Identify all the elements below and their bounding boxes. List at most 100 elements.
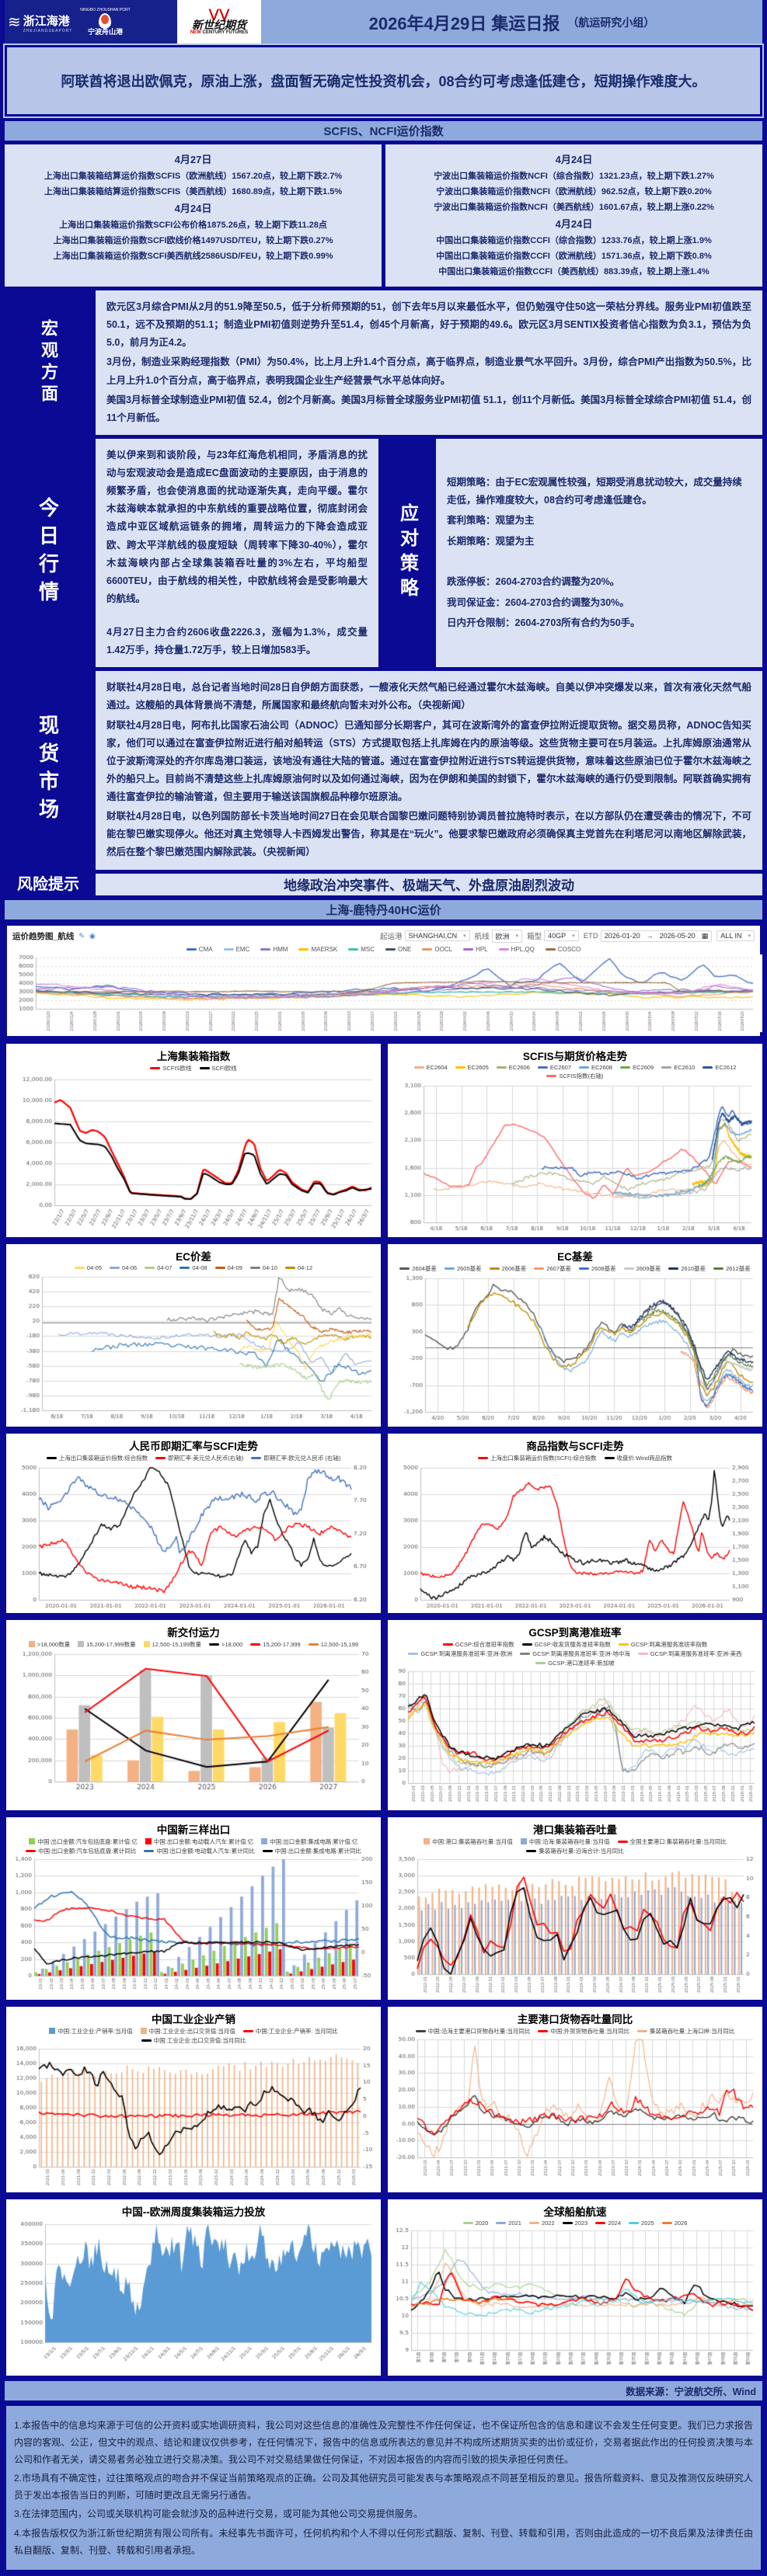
new-century-futures-logo: ⋁⋁ 新世纪期货 NEW NEW CENTURY FUTURESCENTURY … [177,0,261,45]
legend-item: 2025 [629,2220,654,2227]
headline-banner: 阿联酋将退出欧佩克，原油上涨，盘面暂无确定性投资机会，08合约可考虑逢低建仓，短… [3,43,764,118]
box-type-select[interactable]: 40GP ▾ [544,930,579,941]
legend-item: 上海出口集装箱运价指数:综合指数 [46,1454,148,1462]
legend-item: 中国:工业企业:产销率: 当月同比 [242,2027,338,2035]
chart-panel-ec-spread: EC价差 04-05 04-06 04-07 04-08 04-09 04-10 04-12 [5,1242,382,1428]
legend-item: 中国:出口金额:电动载人汽车:累计值:亿 [145,1837,253,1846]
legend-swatch [579,1267,589,1270]
etd-range-picker[interactable]: 2026-01-20 → 2026-05-20 ▦ [600,930,713,942]
legend-item: EC2607 [537,1064,571,1071]
legend-swatch [408,1652,419,1655]
zhejiang-seaport-label: 浙江海港 [23,14,70,28]
edit-icon[interactable]: ✎ [78,931,85,940]
chevron-down-icon: ▾ [463,933,466,939]
route-select[interactable]: 欧洲 ▾ [491,929,523,943]
legend-item: 中国:沿海主要港口货物吞吐量:当月同比 [415,2027,530,2035]
index-date: 4月27日 [174,154,212,165]
index-line: 上海出口集装箱结算运价指数SCFIS（欧洲航线）1567.20点，较上期下跌2.… [44,172,343,181]
legend-swatch [661,1066,672,1069]
legend-swatch [623,1267,634,1270]
legend-item: 2606基差 [489,1264,526,1273]
risk-box: 地缘政治冲突事件、极端天气、外盘原油剧烈波动 [96,873,762,895]
disclaimer-paragraph: 3.在法律范围内，公司或关联机构可能会就涉及的品种进行交易，或可能为其他公司交易… [14,2508,424,2520]
index-date: 4月24日 [555,218,593,230]
legend-item: CMA [186,946,213,953]
legend-item: 全国主要港口:集装箱吞吐量:当月同比 [617,1837,727,1846]
legend-swatch [155,1456,166,1459]
legend-swatch [629,2221,640,2224]
legend-swatch [546,1074,557,1077]
legend-item: 中国:港口:集装箱吞吐量:当月值 [424,1837,513,1846]
chart-title: 商品指数与SCFI走势 [526,1440,624,1452]
new-capacity-chart [8,1649,379,1794]
new-three-chart [8,1855,379,1999]
legend-swatch [150,1066,161,1069]
legend-swatch [29,1838,36,1844]
chart-title: 港口集装箱吞吐量 [533,1823,617,1836]
chart-panel-vessel-speed: 全球船舶航速 2020 2021 2022 2023 2024 2025 2026 [386,2197,764,2377]
legend-swatch [526,1849,537,1852]
strategy-line: 短期策略：由于EC宏观属性较强，短期受消息扰动较大，成交量持续走低，操作难度较大… [447,477,742,506]
legend-swatch [537,1066,548,1069]
disclaimer-paragraph: 1.本报告中的信息均来源于可信的公开资料或实地调研资料，我公司对这些信息的准确性… [14,2419,753,2465]
legend-item: EC2609 [620,1064,654,1071]
legend-item: 收盘价:Wind商品指数 [604,1454,672,1462]
legend-item: 中国:出口金额:电动载人汽车:累计同比 [144,1847,255,1855]
port-logos: ≋ 浙江海港 ZHEJIANGSEAPORT NINGBO ZHOUSHAN P… [5,0,177,45]
rmb-scfi-chart [8,1462,379,1612]
chart-panel-major-ports: 主要港口货物吞吐量同比中国:沿海主要港口货物吞吐量:当月同比 中国:外贸货物吞吐量… [386,2004,764,2194]
legend-item: 中国:外贸货物吞吐量:当月同比 [538,2027,629,2035]
header: ≋ 浙江海港 ZHEJIANGSEAPORT NINGBO ZHOUSHAN P… [5,0,762,45]
box-type-label: 箱型 [527,933,542,941]
allin-select[interactable]: ALL IN ▾ [716,930,755,941]
index-date: 4月24日 [555,154,593,165]
chart-panel-industrial: 中国工业企业产销 中国:工业企业:产销率:当月值 中国:工业企业:出口交货值:当月值… [5,2004,382,2194]
legend-swatch [620,1066,631,1069]
disclaimer-paragraph: 4.本报告版权仅为浙江新世纪期货有限公司所有。未经事先书面许可，任何机构和个人不… [14,2527,753,2556]
legend-item: 2605基差 [444,1264,482,1273]
legend-swatch [637,1652,648,1655]
legend-item: GCSP:到离港服务准班率指数 [618,1640,707,1649]
legend-item: 集装箱吞吐量:沿海合计:当月同比 [526,1847,624,1855]
legend-swatch [637,2029,648,2032]
index-line: 中国出口集装箱运价指数CCFI（综合指数）1233.76点，较上期上涨1.9% [436,236,712,245]
freight-section-header: 上海-鹿特丹40HC运价 [5,899,762,920]
disclaimer-paragraph: 2.市场具有不确定性，过往策略观点的吻合并不保证当前策略观点的正确。公司及其他研… [14,2473,753,2501]
legend-swatch [223,947,234,951]
charts-grid: 上海集装箱指数 SCFIS欧线 SCFI欧线 SCFIS与期货价格走势 EC2604 EC… [5,1041,764,2377]
chart-title: GCSP到离港准班率 [528,1626,622,1639]
index-date: 4月24日 [174,203,212,214]
chart-title: 中国新三样出口 [156,1823,231,1836]
chart-panel-commodity-scfi: 商品指数与SCFI走势上海出口集装箱运价指数(SCFI):综合指数 收盘价:Win… [386,1431,764,1615]
chart-legend: 04-05 04-06 04-07 04-08 04-09 04-10 04-12 [74,1264,312,1271]
legend-item: GCSP:港口准班率:新加坡 [535,1659,615,1667]
limit-line: 跌涨停板：2604-2703合约调整为20%。 [447,576,620,588]
legend-item: ONE [385,946,411,953]
legend-item: 中国:工业企业:产销率:当月值 [49,2027,133,2035]
spot-text: 财联社4月28日电，总台记者当地时间28日自伊朗方面获悉，一艘液化天然气船已经通… [96,671,762,870]
legend-swatch [140,2028,147,2034]
eye-icon[interactable]: ◉ [89,931,96,940]
shanghai-index-chart [8,1072,379,1233]
chart-title: 主要港口货物吞吐量同比 [517,2013,633,2025]
legend-item: 2609基差 [623,1264,661,1273]
legend-item: 上海出口集装箱运价指数(SCFI):综合指数 [477,1454,597,1462]
chart-panel-weekly-capacity: 中国--欧洲周度集装箱运力投放 [5,2197,382,2377]
strategy-box: 短期策略：由于EC宏观属性较强，短期受消息扰动较大，成交量持续走低，操作难度较大… [436,438,762,668]
legend-item: 04-08 [180,1264,207,1271]
legend-swatch [528,2221,539,2224]
index-line: 上海出口集装箱运价指数SCFI欧线价格1497USD/TEU，较上期下跌0.27… [53,236,333,245]
legend-item: 中国:工业企业:出口交货值:当月同比 [141,2036,246,2045]
today-paragraph: 美以伊来到和谈阶段，与23年红海危机相同，矛盾消息的扰动与宏观波动会是造成EC盘… [106,449,368,604]
chart-legend: 中国:沿海主要港口货物吞吐量:当月同比 中国:外贸货物吞吐量:当月同比 集装箱吞吐量… [415,2027,734,2035]
gcsp-chart [389,1667,761,1809]
legend-item: OOCL [422,946,452,953]
port-select[interactable]: SHANGHAI,CN ▾ [404,930,470,941]
chart-panel-port-throughput: 港口集装箱吞吐量 中国:港口:集装箱吞吐量:当月值 中国:沿海:集装箱吞吐量:当月值… [386,1815,764,2001]
wave-icon: ≋ [8,14,21,31]
legend-item: MAERSK [298,946,337,953]
legend-swatch [595,2221,606,2224]
index-line: 上海出口集装箱运价指数SCFI美西航线2586USD/FEU，较上期下跌0.99… [53,252,333,261]
report-title: 2026年4月29日 集运日报 [368,14,560,33]
index-line: 上海出口集装箱运价指数SCFI公布价格1875.26点，较上期下跌11.28点 [59,221,327,230]
